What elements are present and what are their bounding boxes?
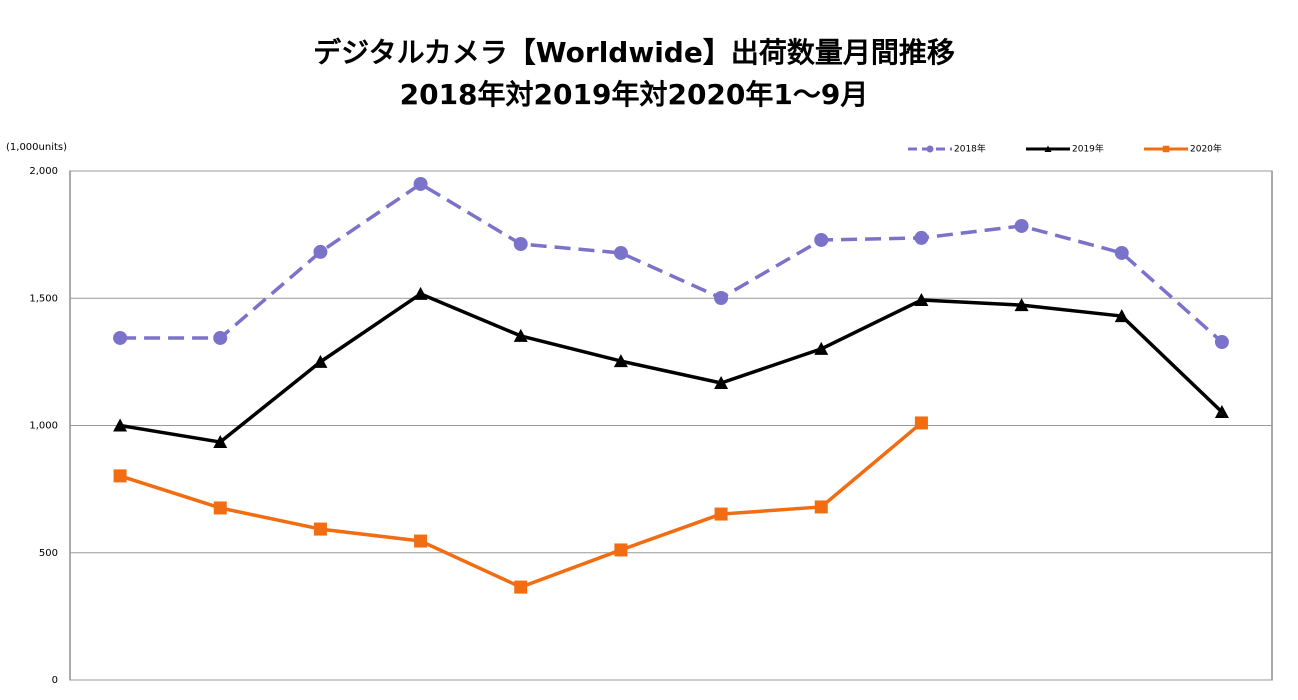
y-tick-label: 1,500	[29, 293, 58, 304]
chart-title: デジタルカメラ【Worldwide】出荷数量月間推移	[313, 36, 955, 69]
data-point	[413, 286, 428, 300]
y-tick-label: 500	[39, 548, 58, 559]
data-point	[113, 469, 127, 483]
legend-marker	[1162, 145, 1170, 153]
data-point	[414, 534, 428, 548]
legend-label: 2019年	[1072, 143, 1104, 155]
data-point	[513, 237, 528, 252]
series-line	[119, 292, 1224, 444]
y-tick-label: 0	[52, 675, 58, 686]
data-point	[1114, 309, 1129, 323]
data-point	[814, 500, 828, 514]
data-point	[213, 435, 228, 449]
legend-label: 2018年	[954, 143, 986, 155]
data-point	[714, 290, 729, 305]
chart-subtitle: 2018年対2019年対2020年1～9月	[400, 78, 869, 111]
data-point	[113, 330, 128, 345]
data-point	[814, 341, 829, 355]
data-point	[613, 354, 628, 368]
data-point	[714, 375, 729, 389]
y-tick-label: 1,000	[29, 421, 58, 432]
data-point	[1114, 245, 1129, 260]
data-point	[1014, 218, 1029, 233]
data-point	[714, 507, 728, 521]
data-point	[213, 501, 227, 515]
data-point	[313, 354, 328, 368]
data-point	[1214, 405, 1229, 419]
legend-label: 2020年	[1190, 143, 1222, 155]
data-point	[413, 176, 428, 191]
series-line	[120, 182, 1224, 344]
y-tick-label: 2,000	[29, 166, 58, 177]
data-point	[113, 418, 128, 432]
series-line	[119, 421, 923, 589]
legend-marker	[1044, 145, 1052, 152]
data-point	[313, 522, 327, 536]
legend-marker	[926, 145, 934, 153]
data-point	[1014, 298, 1029, 312]
data-point	[914, 293, 929, 307]
data-point	[613, 245, 628, 260]
y-axis-label: (1,000units)	[6, 142, 67, 153]
data-point	[914, 230, 929, 245]
data-point	[313, 244, 328, 259]
data-point	[513, 328, 528, 342]
data-point	[614, 543, 628, 557]
data-point	[1214, 335, 1229, 350]
data-point	[814, 232, 829, 247]
data-point	[213, 330, 228, 345]
data-point	[514, 580, 528, 594]
data-point	[914, 416, 928, 430]
